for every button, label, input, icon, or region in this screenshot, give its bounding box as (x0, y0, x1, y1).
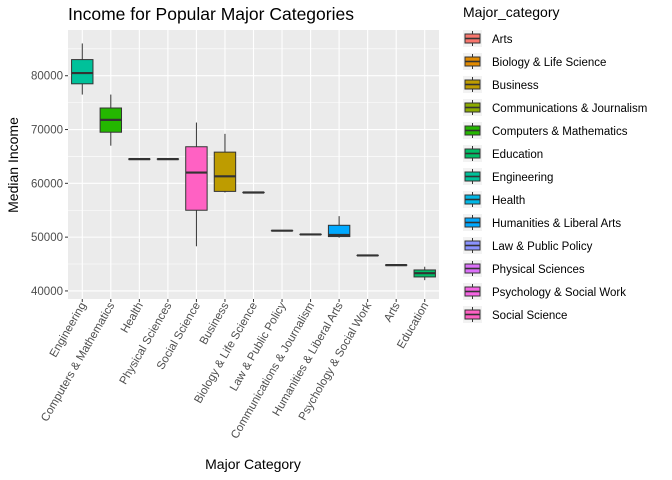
x-tick-label: Health (119, 301, 146, 336)
y-tick-label: 50000 (31, 232, 63, 244)
x-tick-label: Physical Sciences (118, 300, 175, 386)
legend-label: Humanities & Liberal Arts (492, 218, 621, 230)
chart-title: Income for Popular Major Categories (68, 4, 354, 24)
legend-label: Business (492, 80, 539, 92)
legend-label: Arts (492, 34, 513, 46)
legend-label: Health (492, 195, 525, 207)
y-tick-label: 40000 (31, 286, 63, 298)
box-body (213, 151, 237, 192)
legend-item: Biology & Life Science (463, 53, 606, 70)
legend-label: Computers & Mathematics (492, 126, 628, 138)
legend-item: Health (463, 191, 525, 208)
x-axis-title: Major Category (205, 456, 301, 472)
legend-label: Communications & Journalism (492, 103, 647, 115)
legend-item: Social Science (463, 306, 567, 323)
x-tick-label: Arts (382, 300, 403, 324)
y-axis-title: Median Income (5, 117, 21, 213)
y-tick-label: 60000 (31, 178, 63, 190)
legend-item: Law & Public Policy (463, 237, 593, 254)
legend-item: Physical Sciences (463, 260, 585, 277)
y-tick-label: 70000 (31, 125, 63, 137)
box-social-science (185, 122, 208, 247)
legend-label: Social Science (492, 310, 567, 322)
legend-item: Business (463, 76, 539, 93)
box-body (327, 224, 351, 238)
legend-item: Arts (463, 30, 513, 47)
boxes-group (71, 43, 436, 281)
legend-item: Humanities & Liberal Arts (463, 214, 621, 231)
box-business (213, 133, 237, 193)
box-education (413, 266, 436, 281)
y-axis: 40000 50000 60000 70000 80000 (31, 71, 68, 298)
box-computers-mathematics (99, 94, 123, 146)
legend: Major_category Arts Biology & Life Scienc… (463, 4, 647, 323)
legend-label: Education (492, 149, 543, 161)
legend-label: Engineering (492, 172, 553, 184)
legend-item: Psychology & Social Work (463, 283, 626, 300)
legend-label: Biology & Life Science (492, 57, 606, 69)
box-engineering (71, 43, 94, 95)
y-tick-label: 80000 (31, 71, 63, 83)
legend-title: Major_category (463, 4, 560, 20)
box-body (71, 59, 94, 85)
legend-label: Psychology & Social Work (492, 287, 626, 299)
legend-item: Engineering (463, 168, 553, 185)
legend-label: Physical Sciences (492, 264, 585, 276)
box-humanities-liberal-arts (327, 216, 351, 238)
legend-item: Computers & Mathematics (463, 122, 628, 139)
legend-item: Communications & Journalism (463, 99, 647, 116)
legend-label: Law & Public Policy (492, 241, 593, 253)
legend-item: Education (463, 145, 543, 162)
box-body (185, 146, 208, 211)
